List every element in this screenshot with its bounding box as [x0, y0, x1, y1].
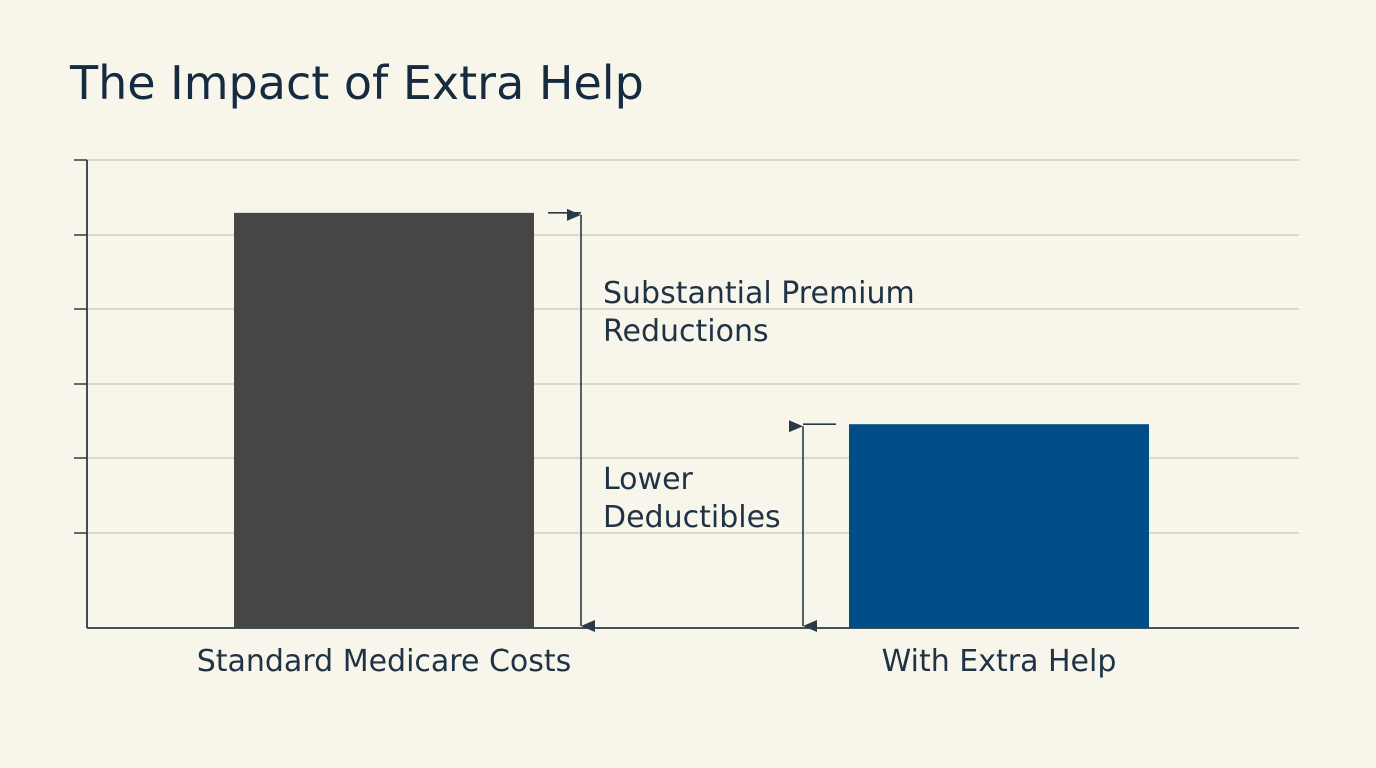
annotation-label: Lower Deductibles — [603, 462, 781, 535]
annotation-line: Substantial Premium — [603, 276, 915, 311]
annotation-line: Reductions — [603, 314, 769, 349]
bar-with-extra-help — [849, 424, 1149, 628]
bar-standard-medicare-costs — [234, 212, 534, 628]
annotation-label: Substantial Premium Reductions — [603, 276, 915, 349]
annotation-line: Deductibles — [603, 500, 781, 535]
category-labels: Standard Medicare Costs With Extra Help — [197, 644, 1117, 679]
chart-title: The Impact of Extra Help — [70, 56, 644, 110]
bars — [234, 212, 1149, 628]
annotation-line: Lower — [603, 462, 694, 497]
annotations: Substantial Premium Reductions Lower Deduct… — [548, 208, 915, 632]
category-label: Standard Medicare Costs — [197, 644, 572, 679]
category-label: With Extra Help — [882, 644, 1117, 679]
